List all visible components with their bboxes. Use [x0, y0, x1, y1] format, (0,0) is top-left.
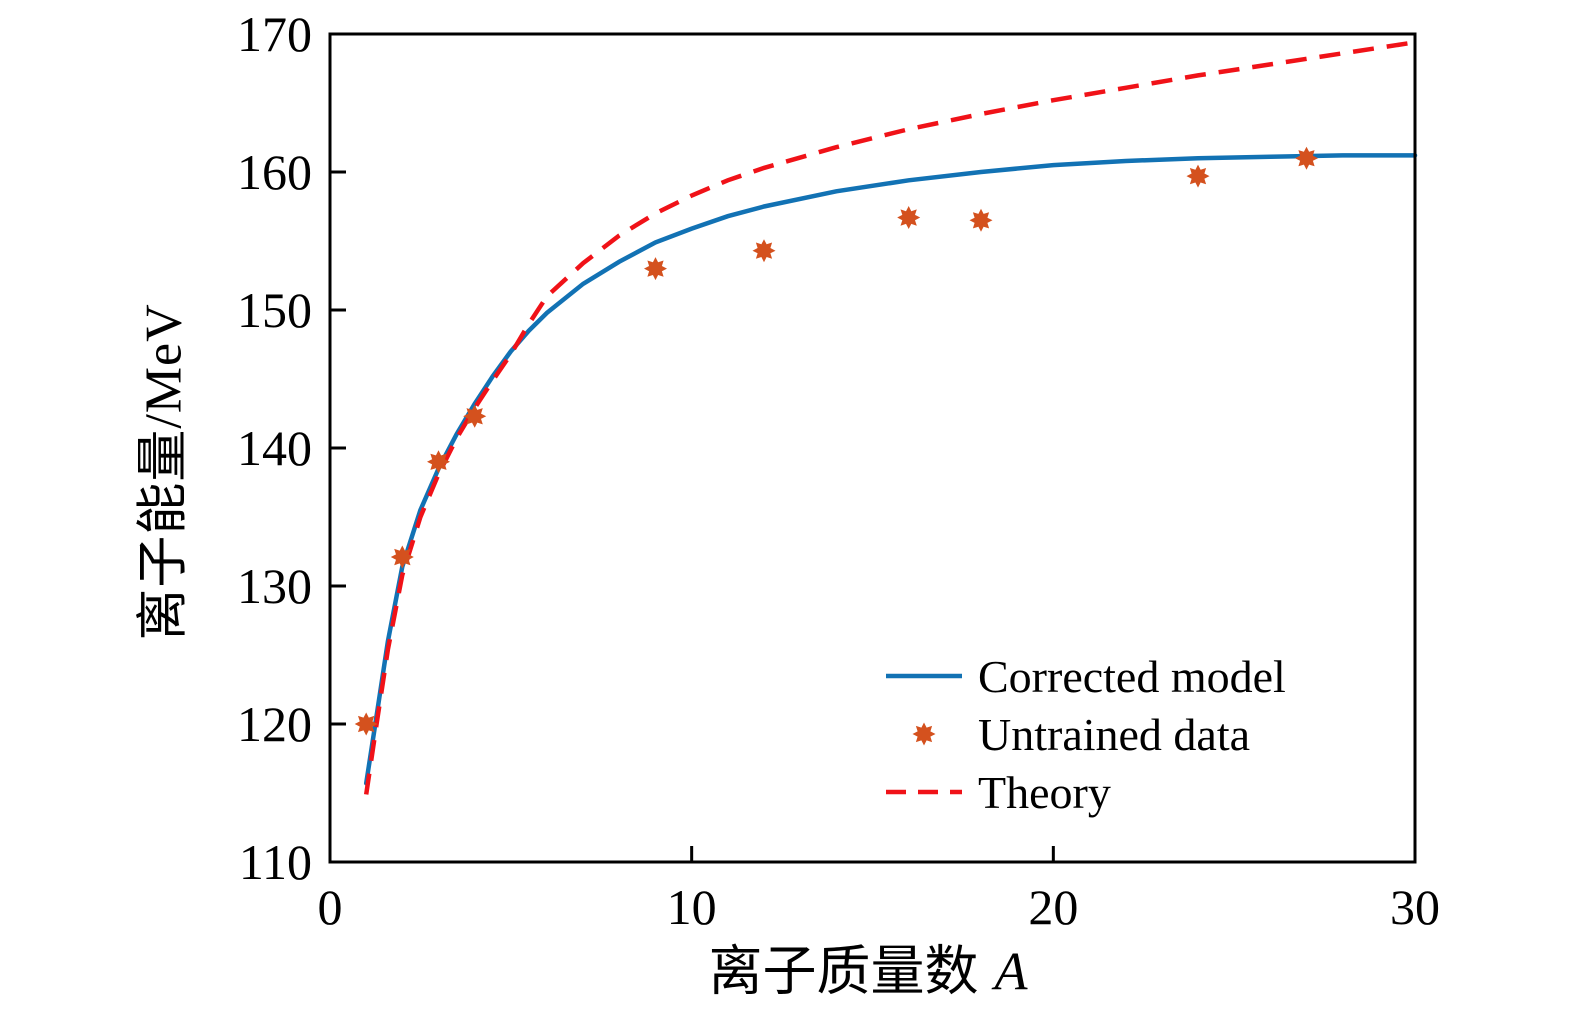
y-tick-label: 160: [237, 144, 312, 200]
data-marker: [354, 712, 378, 736]
legend-label: Untrained data: [978, 708, 1251, 760]
dashed-line-sample-icon: [886, 789, 962, 795]
data-marker: [644, 257, 667, 281]
x-axis-label-text: 离子质量数: [708, 941, 979, 1002]
x-tick-label: 20: [1028, 879, 1078, 935]
theory-curve: [363, 40, 1416, 795]
y-tick-label: 110: [239, 834, 312, 890]
legend-label: Corrected model: [978, 650, 1286, 702]
y-tick-label: 140: [237, 420, 312, 476]
data-marker: [1295, 146, 1318, 170]
legend-label: Theory: [978, 766, 1111, 818]
data-marker: [969, 208, 993, 232]
y-tick-label: 150: [237, 282, 312, 338]
untrained-data-points: [354, 146, 1318, 736]
data-marker: [427, 450, 450, 474]
x-tick-label: 0: [318, 879, 343, 935]
x-tick-label: 10: [667, 879, 717, 935]
axes-box: 0 10 20 30 110 120 130 140 150 160 170: [237, 6, 1440, 935]
x-axis-label: 离子质量数 A: [709, 927, 1028, 1006]
legend-item-theory: Theory: [884, 763, 1286, 821]
corrected-model-curve: [363, 153, 1418, 786]
legend-item-corrected-model: Corrected model: [884, 647, 1286, 705]
legend-item-untrained-data: Untrained data: [884, 705, 1286, 763]
data-marker: [463, 404, 487, 428]
data-marker: [1186, 164, 1210, 188]
data-marker: [390, 545, 414, 569]
x-axis-label-variable: A: [994, 941, 1028, 1002]
solid-line-sample-icon: [886, 673, 962, 679]
x-tick-label: 30: [1390, 879, 1440, 935]
data-marker: [752, 239, 776, 263]
y-tick-label: 130: [237, 558, 312, 614]
y-tick-label: 170: [237, 6, 312, 62]
y-tick-label: 120: [237, 696, 312, 752]
data-marker: [897, 206, 921, 229]
y-axis-label: 离子能量/MeV: [135, 303, 193, 641]
legend: Corrected model Untrained data Theory: [884, 647, 1286, 821]
star-marker-sample-icon: [912, 722, 936, 746]
